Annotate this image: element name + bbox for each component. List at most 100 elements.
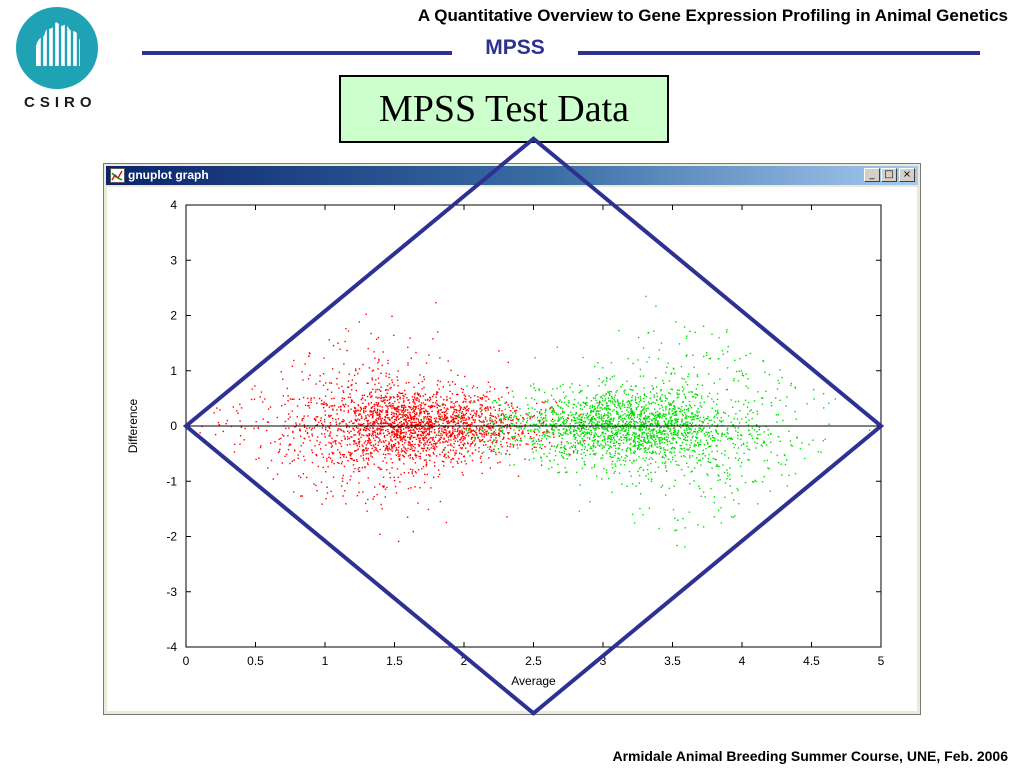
data-point — [522, 430, 524, 432]
data-point — [715, 431, 718, 434]
data-point — [569, 453, 571, 456]
data-point — [403, 395, 405, 398]
data-point — [651, 435, 654, 438]
data-point — [386, 469, 388, 471]
data-point — [391, 447, 393, 450]
data-point — [391, 432, 394, 434]
data-point — [362, 457, 364, 459]
data-point — [255, 421, 257, 423]
data-point — [289, 462, 291, 465]
data-point — [339, 456, 342, 459]
data-point — [443, 438, 445, 440]
data-point — [658, 453, 660, 455]
data-point — [645, 404, 647, 406]
data-point — [624, 406, 626, 408]
data-point — [365, 410, 367, 412]
data-point — [599, 400, 601, 402]
data-point — [546, 401, 549, 403]
data-point — [533, 415, 535, 418]
data-point — [435, 417, 438, 419]
data-point — [581, 444, 584, 447]
data-point — [513, 424, 516, 427]
maximize-button[interactable]: □ — [881, 168, 897, 182]
data-point — [501, 413, 503, 415]
data-point — [432, 438, 434, 440]
data-point — [462, 422, 465, 424]
data-point — [372, 498, 374, 500]
data-point — [391, 440, 393, 442]
data-point — [362, 449, 364, 451]
data-point — [460, 418, 462, 420]
data-point — [478, 430, 480, 432]
data-point — [360, 455, 362, 457]
data-point — [562, 428, 564, 430]
data-point — [651, 432, 654, 434]
data-point — [763, 441, 765, 443]
data-point — [684, 546, 686, 548]
data-point — [406, 414, 408, 416]
data-point — [287, 418, 290, 420]
data-point — [288, 444, 290, 447]
close-button[interactable]: × — [899, 168, 915, 182]
data-point — [598, 416, 600, 418]
data-point — [769, 490, 771, 492]
data-point — [354, 412, 357, 414]
data-point — [403, 463, 405, 465]
data-point — [465, 419, 467, 421]
data-point — [362, 450, 364, 452]
data-point — [393, 413, 395, 415]
data-point — [446, 412, 448, 415]
minimize-button[interactable]: _ — [864, 168, 880, 182]
data-point — [516, 444, 518, 446]
data-point — [554, 426, 556, 428]
data-point — [651, 446, 653, 448]
data-point — [358, 443, 360, 445]
data-point — [594, 424, 597, 426]
data-point — [414, 431, 417, 433]
data-point — [438, 431, 440, 433]
data-point — [454, 428, 456, 430]
data-point — [335, 443, 337, 445]
data-point — [605, 376, 608, 379]
data-point — [575, 429, 577, 431]
data-point — [531, 443, 534, 446]
data-point — [581, 416, 583, 419]
window-titlebar[interactable]: gnuplot graph _ □ × — [106, 166, 918, 185]
x-tick-label: 4.5 — [803, 654, 820, 668]
data-point — [758, 426, 761, 429]
gnuplot-app-icon — [110, 168, 125, 183]
data-point — [388, 376, 390, 379]
data-point — [394, 408, 396, 411]
data-point — [588, 443, 590, 446]
data-point — [609, 453, 612, 455]
data-point — [559, 447, 562, 449]
data-point — [348, 426, 350, 428]
data-point — [485, 418, 487, 420]
data-point — [623, 392, 626, 394]
data-point — [675, 321, 677, 323]
data-point — [384, 395, 387, 397]
data-point — [485, 434, 488, 436]
data-point — [637, 437, 639, 440]
data-point — [363, 449, 366, 452]
data-point — [436, 391, 438, 393]
data-point — [645, 429, 647, 431]
data-point — [352, 464, 355, 466]
data-point — [412, 401, 414, 403]
data-point — [822, 440, 825, 442]
data-point — [614, 450, 617, 452]
data-point — [632, 426, 635, 429]
data-point — [415, 427, 418, 430]
data-point — [737, 427, 740, 429]
y-axis-label: Difference — [126, 398, 140, 453]
data-point — [682, 424, 684, 426]
data-point — [608, 400, 610, 402]
data-point — [614, 427, 616, 429]
data-point — [708, 358, 710, 360]
data-point — [613, 409, 615, 411]
data-point — [426, 440, 429, 442]
data-point — [577, 427, 579, 429]
data-point — [470, 396, 472, 399]
data-point — [332, 476, 335, 478]
data-point — [571, 383, 573, 385]
